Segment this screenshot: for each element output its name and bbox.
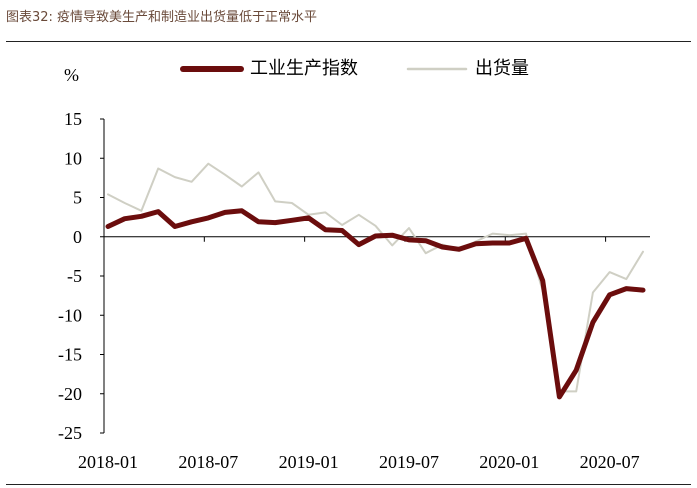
y-tick-label: -5 [67, 266, 82, 286]
x-tick-label: 2018-07 [178, 452, 238, 472]
series-line-shipments [107, 162, 644, 393]
legend-label-shipments: 出货量 [475, 58, 529, 79]
top-rule [6, 41, 691, 42]
x-tick-label: 2020-01 [479, 452, 539, 472]
y-tick-label: 15 [64, 109, 82, 129]
x-tick-label: 2020-07 [580, 452, 640, 472]
series-line-industrial [105, 208, 646, 400]
legend-label-industrial: 工业生产指数 [250, 58, 358, 79]
y-tick-label: 10 [64, 148, 82, 168]
y-tick-label: 0 [73, 227, 82, 247]
x-tick-label: 2019-01 [279, 452, 339, 472]
series-layer [105, 162, 646, 400]
y-tick-label: 5 [73, 188, 82, 208]
x-axis: 2018-01 2018-07 2019-01 2019-07 2020-01 2020-… [78, 236, 650, 472]
bottom-rule [6, 484, 691, 485]
y-unit-label: % [64, 65, 79, 85]
legend: 工业生产指数 出货量 [180, 58, 529, 79]
x-tick-label: 2019-07 [379, 452, 439, 472]
y-tick-label: -20 [58, 384, 82, 404]
y-tick-label: -25 [58, 423, 82, 443]
y-axis: 15 10 5 0 -5 -10 -15 -20 -25 [58, 109, 105, 443]
figure-title: 图表32: 疫情导致美生产和制造业出货量低于正常水平 [6, 10, 318, 25]
y-tick-label: -15 [58, 345, 82, 365]
x-tick-label: 2018-01 [78, 452, 138, 472]
y-tick-label: -10 [58, 305, 82, 325]
